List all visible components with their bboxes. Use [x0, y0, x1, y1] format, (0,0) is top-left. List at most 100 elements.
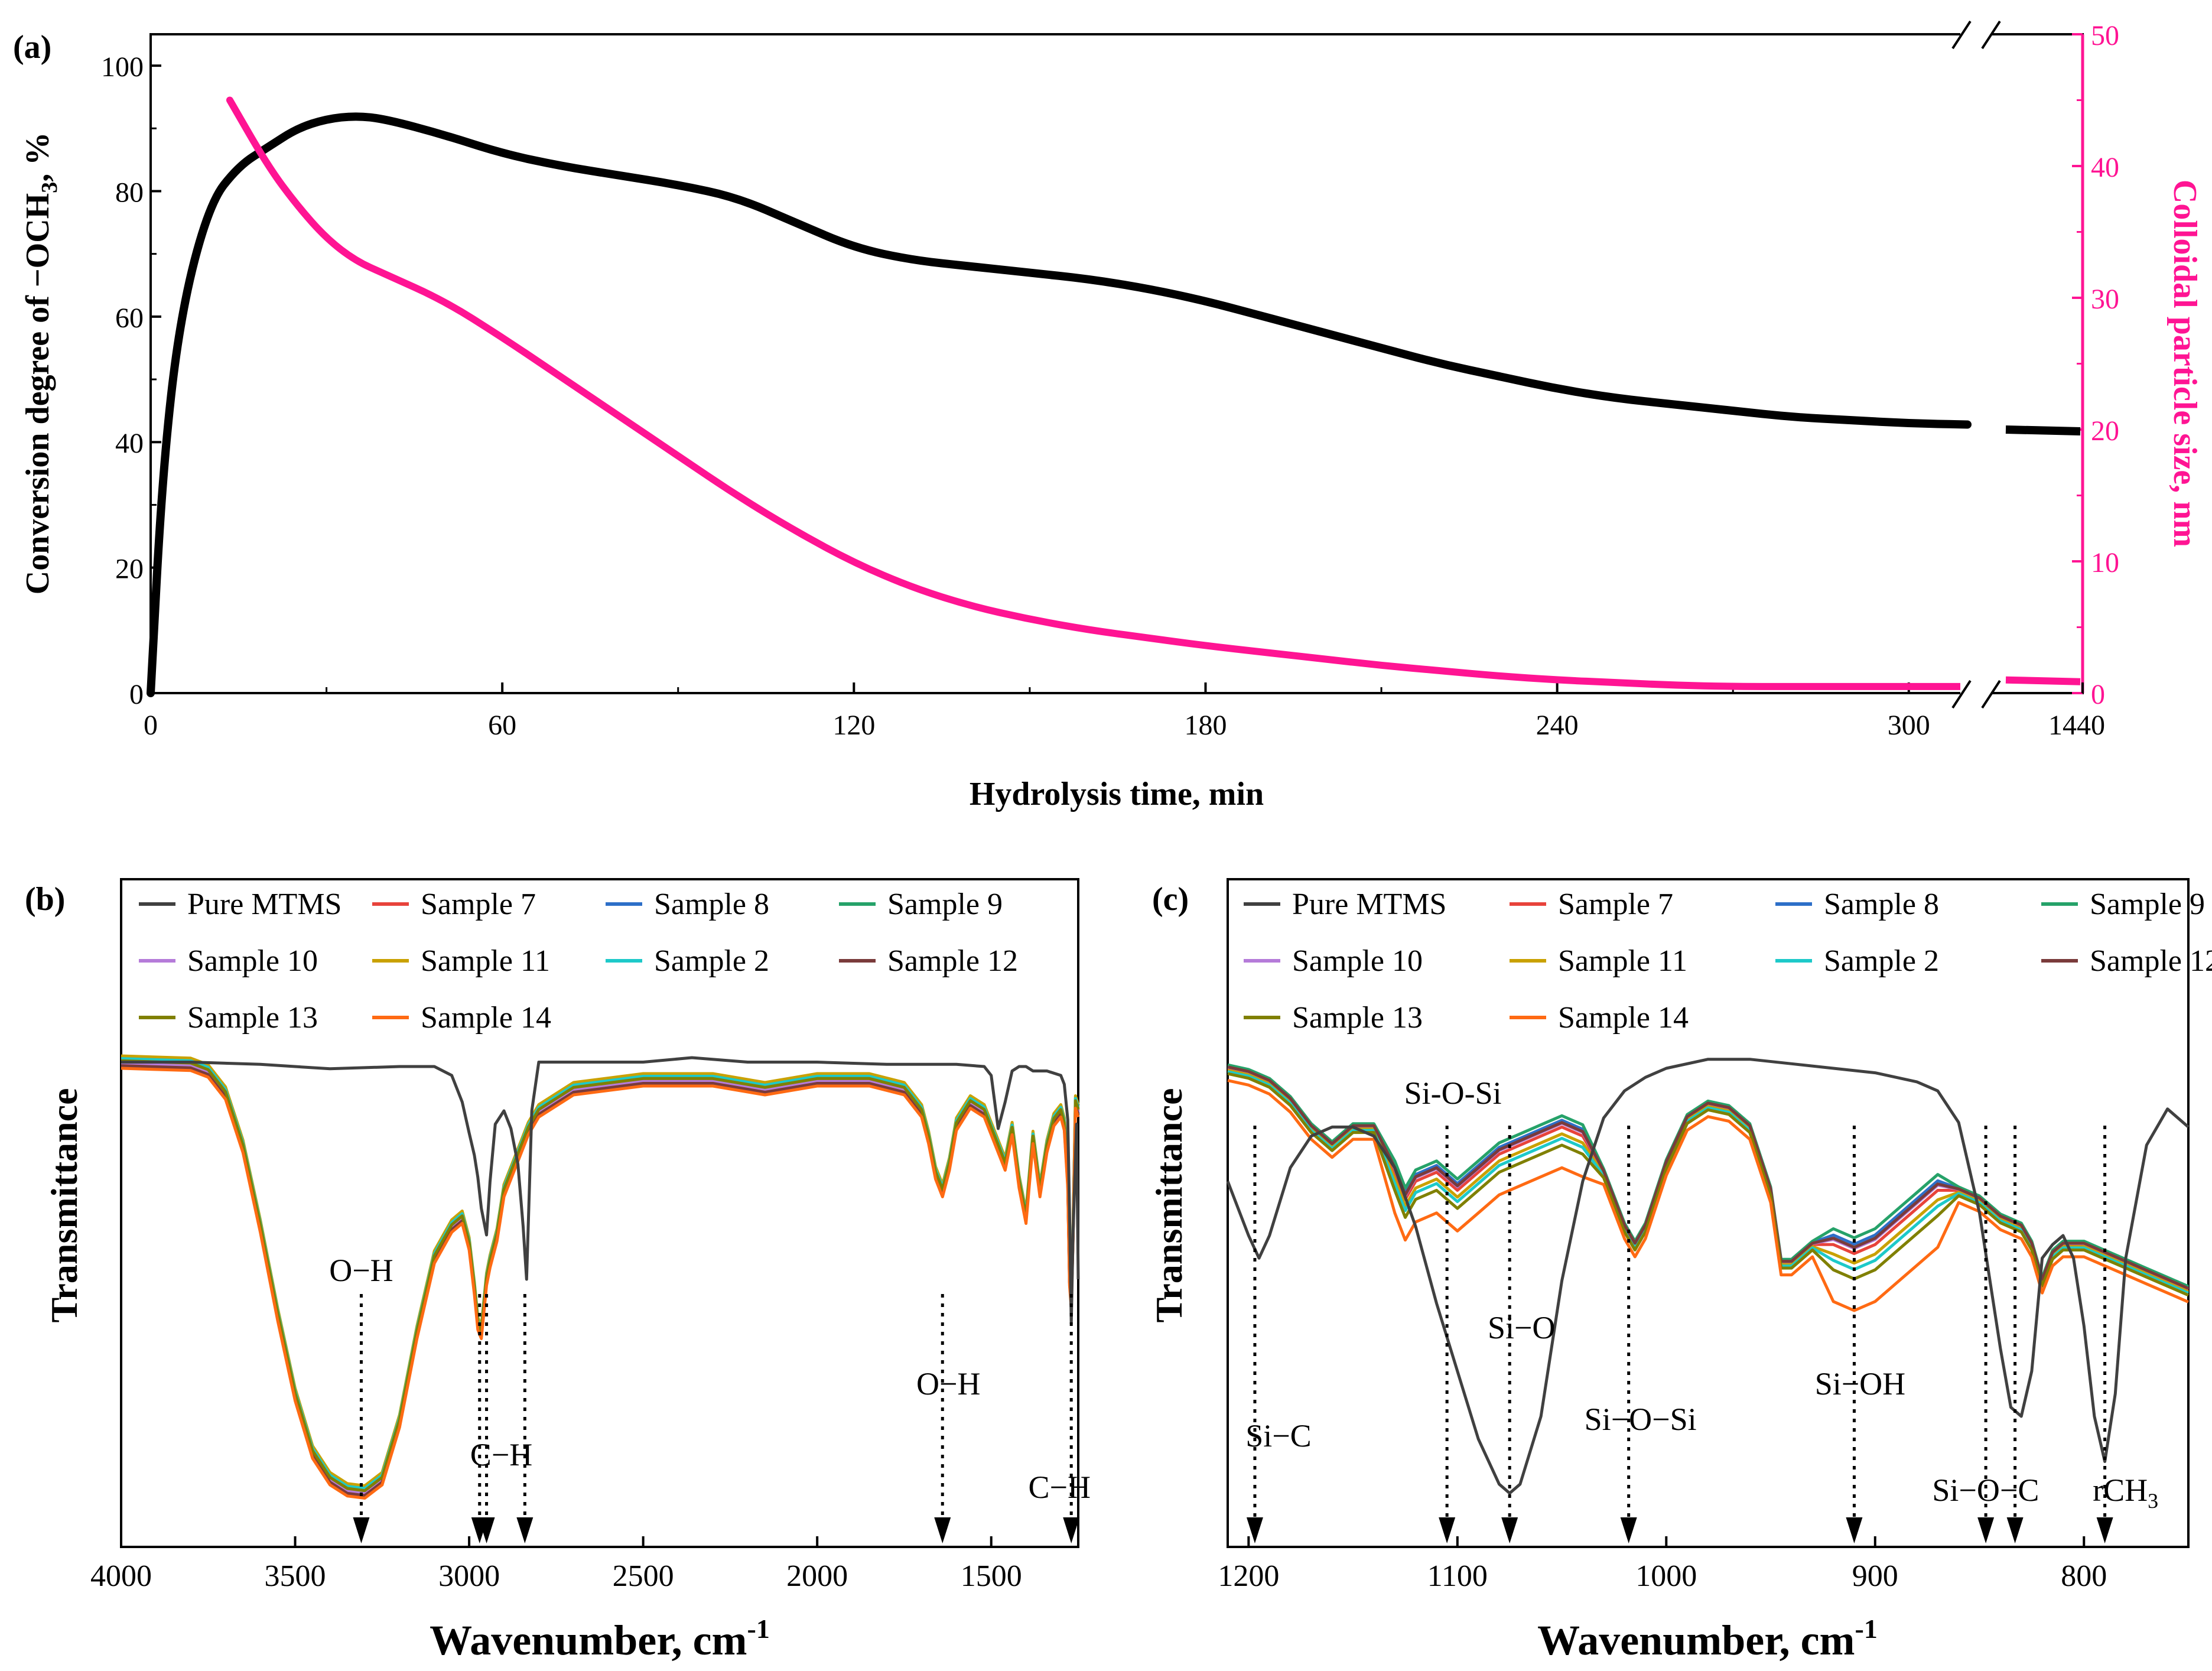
panel-c-label: (c): [1152, 881, 1189, 918]
panel-a-right-axis-ticks: 0 10 20 30 40 50: [2072, 20, 2119, 710]
series-conversion-degree-after-break: [2005, 425, 2081, 435]
panel-c-plot-frame: [1227, 878, 2190, 1548]
arrow-head: [934, 1517, 951, 1543]
x-tick-label: 3500: [265, 1559, 326, 1593]
arrow-head: [1846, 1517, 1863, 1543]
x-tick-label: 0: [144, 710, 158, 741]
arrow-head: [2006, 1517, 2024, 1543]
panel-c-series: [1226, 1058, 2190, 1495]
annotation-si-o-c-5: Si−O−C: [1932, 1472, 2039, 1508]
legend-label-sample-9: Sample 9: [887, 887, 1003, 921]
panel-a-right-axis-title: Colloidal particle size, nm: [2167, 180, 2203, 547]
legend-label-pure-mtms: Pure MTMS: [1292, 887, 1446, 921]
annotation-si-c-0: Si−C: [1245, 1418, 1312, 1454]
panel-a-x-axis-ticks: 0 60 120 180 240 300 1440: [144, 682, 2105, 741]
arrow-head: [2096, 1517, 2113, 1543]
panel-b-annotations: O−H C−H O−H C−H: [329, 1253, 1091, 1543]
x-tick-label: 2000: [786, 1559, 848, 1593]
right-tick-label: 20: [2091, 415, 2119, 447]
annotation-subscript: 3: [2148, 1489, 2158, 1513]
x-tick-label: 1440: [2048, 710, 2105, 741]
x-tick-label: 800: [2061, 1559, 2107, 1593]
left-tick-label: 80: [115, 177, 144, 208]
spectrum-pure-mtms: [121, 1056, 1080, 1325]
annotation-si-o-2: Si−O: [1488, 1310, 1556, 1345]
arrow-head: [1246, 1517, 1263, 1543]
legend-label-pure-mtms: Pure MTMS: [187, 887, 341, 921]
legend-label-sample-10: Sample 10: [187, 944, 318, 978]
panel-b: (b) Pure MTMS Sample 7 Sample 8 Sample 9 Sam…: [25, 878, 1091, 1664]
panel-b-legend: Pure MTMS Sample 7 Sample 8 Sample 9 Sample …: [139, 887, 1018, 1035]
left-tick-label: 60: [115, 303, 144, 334]
annotation-si-o-si-1: Si-O-Si: [1404, 1075, 1502, 1111]
spectrum-pure-mtms: [1226, 1058, 2190, 1495]
panel-b-y-axis-title: Transmittance: [43, 1088, 85, 1323]
left-tick-label: 40: [115, 428, 144, 459]
arrow-head: [1977, 1517, 1995, 1543]
panel-c-legend: Pure MTMS Sample 7 Sample 8 Sample 9 Sample …: [1244, 887, 2212, 1035]
x-tick-label: 3000: [438, 1559, 500, 1593]
panel-b-series: [121, 1054, 1080, 1500]
panel-a-left-axis-title: Conversion degree of −OCH3, %: [19, 132, 62, 594]
annotation-si-o-si-3: Si−O−Si: [1585, 1402, 1697, 1437]
panel-a-label: (a): [13, 29, 51, 66]
spectrum-sample-14: [121, 1067, 1080, 1500]
x-tick-label: 60: [488, 710, 516, 741]
annotation-o-h-0: O−H: [329, 1253, 393, 1288]
spectrum-sample-14: [1227, 1079, 2189, 1312]
x-tick-label: 1100: [1427, 1559, 1488, 1593]
legend-label-sample-10: Sample 10: [1292, 944, 1423, 978]
x-tick-label: 120: [832, 710, 875, 741]
panel-a: (a) 0 20 40 60 80 100 0 10 20 30 40 50 0 60 120 180 24…: [13, 20, 2203, 812]
arrow-head: [516, 1517, 534, 1543]
series-colloidal-particle-size-after-break: [2005, 676, 2081, 685]
x-tick-label: 1500: [961, 1559, 1022, 1593]
panel-b-x-axis-ticks: 4000 3500 3000 2500 2000 1500: [90, 1536, 1022, 1593]
right-tick-label: 50: [2091, 20, 2119, 51]
panel-c: (c) Pure MTMS Sample 7 Sample 8 Sample 9 Sam…: [1148, 878, 2212, 1664]
legend-label-sample-2: Sample 2: [1824, 944, 1939, 978]
legend-label-sample-8: Sample 8: [654, 887, 769, 921]
legend-label-sample-7: Sample 7: [421, 887, 536, 921]
right-tick-label: 10: [2091, 547, 2119, 578]
panel-c-x-axis-ticks: 1200 1100 1000 900 800: [1218, 1536, 2107, 1593]
legend-label-sample-9: Sample 9: [2090, 887, 2205, 921]
legend-label-sample-7: Sample 7: [1558, 887, 1673, 921]
legend-label-sample-13: Sample 13: [1292, 1001, 1423, 1035]
x-tick-label: 2500: [613, 1559, 674, 1593]
right-tick-label: 40: [2091, 152, 2119, 183]
x-tick-label: 180: [1184, 710, 1227, 741]
legend-label-sample-14: Sample 14: [1558, 1001, 1689, 1035]
panel-c-x-axis-title: Wavenumber, cm-1: [1537, 1614, 1878, 1664]
series-conversion-degree: [147, 112, 1972, 697]
arrow-head: [1439, 1517, 1456, 1543]
legend-label-sample-12: Sample 12: [2090, 944, 2212, 978]
annotation-rch-6: rCH3: [2093, 1472, 2158, 1513]
right-tick-label: 0: [2091, 679, 2105, 710]
panel-a-axis-break: [1951, 20, 2001, 709]
panel-a-x-axis-title: Hydrolysis time, min: [970, 776, 1264, 812]
x-tick-label: 300: [1888, 710, 1930, 741]
arrow-head: [353, 1517, 370, 1543]
panel-c-annotations: Si−C Si-O-Si Si−O Si−O−Si Si−OH Si−O−C rCH3: [1245, 1075, 2158, 1543]
panel-a-series: [147, 96, 2081, 697]
panel-b-x-axis-title: Wavenumber, cm-1: [430, 1614, 770, 1664]
arrow-head: [1501, 1517, 1518, 1543]
x-tick-label: 1200: [1218, 1559, 1279, 1593]
panel-c-y-axis-title: Transmittance: [1148, 1088, 1190, 1323]
arrow-head: [1620, 1517, 1637, 1543]
x-tick-label: 240: [1536, 710, 1579, 741]
x-tick-label: 900: [1852, 1559, 1898, 1593]
series-colloidal-particle-size: [226, 96, 1971, 690]
annotation-c-h-1: C−H: [470, 1437, 532, 1472]
arrow-head: [1063, 1517, 1080, 1543]
legend-label-sample-14: Sample 14: [421, 1001, 551, 1035]
panel-a-left-axis-ticks: 0 20 40 60 80 100: [101, 51, 161, 710]
x-tick-label: 4000: [90, 1559, 152, 1593]
panel-b-label: (b): [25, 881, 65, 918]
legend-label-sample-11: Sample 11: [421, 944, 550, 978]
legend-label-sample-11: Sample 11: [1558, 944, 1687, 978]
annotation-o-h-2: O−H: [916, 1366, 980, 1402]
